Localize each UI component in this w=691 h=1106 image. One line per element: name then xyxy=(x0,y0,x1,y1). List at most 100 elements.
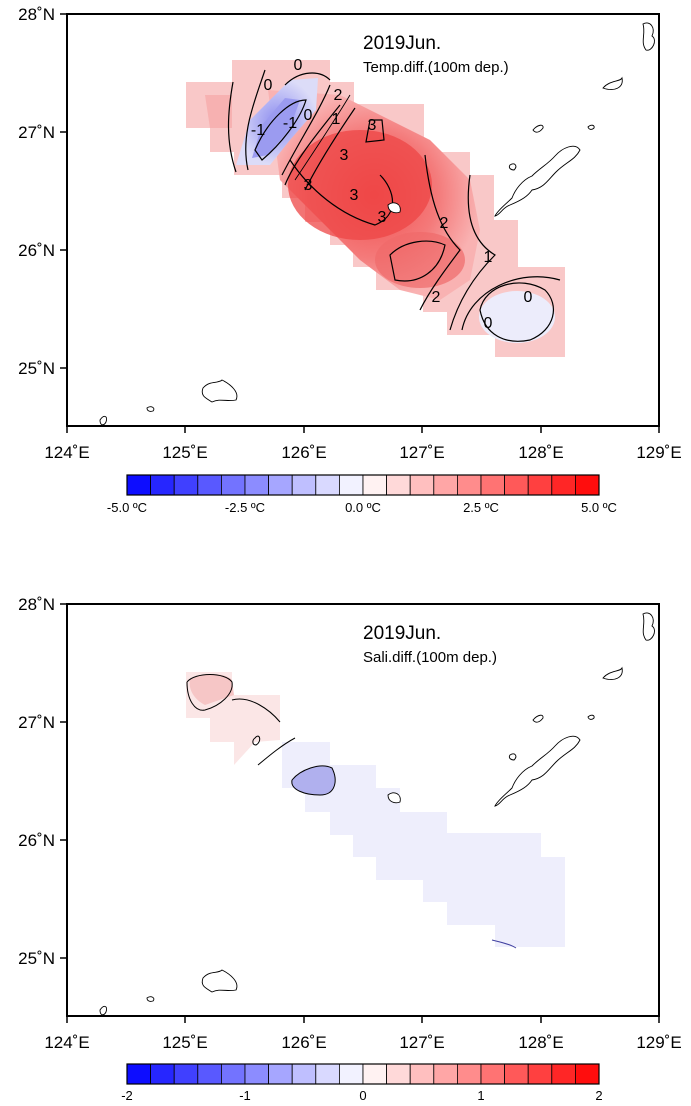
sali-frame-ticks xyxy=(60,603,660,1023)
temp-lat-axis-labels: 28˚N 27˚N 26˚N 25˚N xyxy=(18,5,55,378)
temp-frame-ticks xyxy=(60,13,660,433)
sali-map-frame xyxy=(66,603,660,1017)
sali-map-title: 2019Jun. xyxy=(363,623,441,644)
sali-data-field xyxy=(186,672,565,947)
temp-colorbar-swatch xyxy=(362,474,388,496)
sali-colorbar-swatch xyxy=(386,1063,411,1085)
sali-colorbar xyxy=(126,1063,600,1085)
sali-contour-lines xyxy=(186,674,517,949)
sali-colorbar-swatch xyxy=(480,1063,506,1085)
temp-contour-label: 3 xyxy=(368,117,377,134)
temp-lon-label: 129˚E xyxy=(636,443,681,462)
temp-colorbar-swatch xyxy=(173,474,199,496)
temp-map-frame xyxy=(66,13,660,427)
sali-lon-label: 125˚E xyxy=(162,1033,207,1052)
sali-lon-label: 129˚E xyxy=(636,1033,681,1052)
sali-map-subtitle: Sali.diff.(100m dep.) xyxy=(363,649,497,666)
temp-colorbar-swatch xyxy=(386,474,411,496)
temp-lon-label: 126˚E xyxy=(281,443,326,462)
sali-colorbar-label: -2 xyxy=(121,1088,133,1103)
temp-contour-label: 3 xyxy=(378,209,387,226)
sali-colorbar-labels: -2 -1 0 1 2 xyxy=(121,1088,602,1103)
temp-lon-label: 124˚E xyxy=(44,443,89,462)
temp-colorbar-swatch xyxy=(268,474,293,496)
temp-contour-label: 0 xyxy=(524,289,533,306)
sali-colorbar-swatch xyxy=(220,1063,246,1085)
temp-colorbar-swatch xyxy=(480,474,506,496)
temp-colorbar-labels: -5.0 ºC -2.5 ºC 0.0 ºC 2.5 ºC 5.0 ºC xyxy=(107,500,617,515)
temp-contour-label: 3 xyxy=(340,147,349,164)
temp-lat-label: 25˚N xyxy=(18,359,55,378)
temp-colorbar-swatch xyxy=(150,474,175,496)
sali-colorbar-swatch xyxy=(504,1063,529,1085)
temp-colorbar-label: 2.5 ºC xyxy=(463,500,499,515)
temp-colorbar-swatch xyxy=(409,474,435,496)
temp-coastlines xyxy=(99,22,655,426)
temp-colorbar-swatch xyxy=(527,474,553,496)
sali-colorbar-swatch xyxy=(338,1063,364,1085)
temp-contour-label: 3 xyxy=(304,177,313,194)
temp-colorbar-swatch xyxy=(433,474,458,496)
sali-colorbar-swatch xyxy=(575,1063,600,1085)
temp-contour-label: 0 xyxy=(484,315,493,332)
sali-lon-label: 127˚E xyxy=(399,1033,444,1052)
sali-colorbar-swatch xyxy=(409,1063,435,1085)
temp-lon-axis-labels: 124˚E 125˚E 126˚E 127˚E 128˚E 129˚E xyxy=(44,443,681,462)
temp-contour-label: 2 xyxy=(432,289,441,306)
sali-lat-label: 26˚N xyxy=(18,831,55,850)
temp-colorbar-swatch xyxy=(220,474,246,496)
temp-colorbar-swatch xyxy=(338,474,364,496)
sali-colorbar-swatch xyxy=(197,1063,222,1085)
temp-contour-label: 1 xyxy=(332,111,341,128)
temp-lat-label: 27˚N xyxy=(18,123,55,142)
sali-colorbar-swatch xyxy=(291,1063,317,1085)
temp-contour-label: 0 xyxy=(294,57,303,74)
sali-colorbar-swatch xyxy=(433,1063,458,1085)
temp-contour-label: 1 xyxy=(484,249,493,266)
sali-lon-label: 128˚E xyxy=(518,1033,563,1052)
temp-colorbar xyxy=(126,474,600,496)
temp-colorbar-swatch xyxy=(244,474,270,496)
temp-lon-label: 125˚E xyxy=(162,443,207,462)
temp-contour-label: 0 xyxy=(264,77,273,94)
sali-colorbar-label: 0 xyxy=(359,1088,366,1103)
temp-contour-label: 3 xyxy=(350,187,359,204)
sali-colorbar-swatch xyxy=(150,1063,175,1085)
sali-colorbar-label: -1 xyxy=(239,1088,251,1103)
sali-colorbar-swatch xyxy=(244,1063,270,1085)
temp-colorbar-swatch xyxy=(197,474,222,496)
temp-colorbar-frame xyxy=(126,474,600,496)
sali-map-panel: 28˚N 27˚N 26˚N 25˚N 124˚E 125˚E 126˚E 12… xyxy=(18,595,682,1052)
sali-colorbar-swatch xyxy=(456,1063,482,1085)
temp-colorbar-swatch xyxy=(456,474,482,496)
temp-colorbar-swatch xyxy=(504,474,529,496)
temp-contour-label: -1 xyxy=(251,122,265,139)
sali-lon-label: 124˚E xyxy=(44,1033,89,1052)
temp-contour-label: 2 xyxy=(334,87,343,104)
temp-colorbar-swatch xyxy=(575,474,600,496)
sali-colorbar-label: 1 xyxy=(477,1088,484,1103)
sali-colorbar-swatch xyxy=(126,1063,152,1085)
temp-contour-label: 0 xyxy=(304,107,313,124)
sali-colorbar-swatch xyxy=(362,1063,388,1085)
temp-colorbar-swatch xyxy=(291,474,317,496)
sali-colorbar-swatch xyxy=(551,1063,576,1085)
temp-lon-label: 128˚E xyxy=(518,443,563,462)
sali-colorbar-swatch xyxy=(268,1063,293,1085)
sali-lat-axis-labels: 28˚N 27˚N 26˚N 25˚N xyxy=(18,595,55,968)
sali-lat-label: 28˚N xyxy=(18,595,55,614)
sali-colorbar-label: 2 xyxy=(595,1088,602,1103)
temp-contour-labels: 0 0 -1 -1 0 1 2 3 3 3 3 3 2 1 2 0 0 xyxy=(251,57,533,332)
sali-lat-label: 25˚N xyxy=(18,949,55,968)
temp-colorbar-swatch xyxy=(126,474,152,496)
temp-colorbar-swatch xyxy=(315,474,340,496)
temp-colorbar-label: -5.0 ºC xyxy=(107,500,147,515)
sali-colorbar-swatch xyxy=(173,1063,199,1085)
temp-contour-lines xyxy=(227,69,561,342)
sali-lat-label: 27˚N xyxy=(18,713,55,732)
temp-colorbar-swatch xyxy=(551,474,576,496)
temp-map-panel: 0 0 -1 -1 0 1 2 3 3 3 3 3 2 1 2 0 0 28˚N 27˚N xyxy=(18,5,682,462)
sali-colorbar-frame xyxy=(126,1063,600,1085)
temp-colorbar-label: -2.5 ºC xyxy=(225,500,265,515)
temp-map-subtitle: Temp.diff.(100m dep.) xyxy=(363,59,509,76)
